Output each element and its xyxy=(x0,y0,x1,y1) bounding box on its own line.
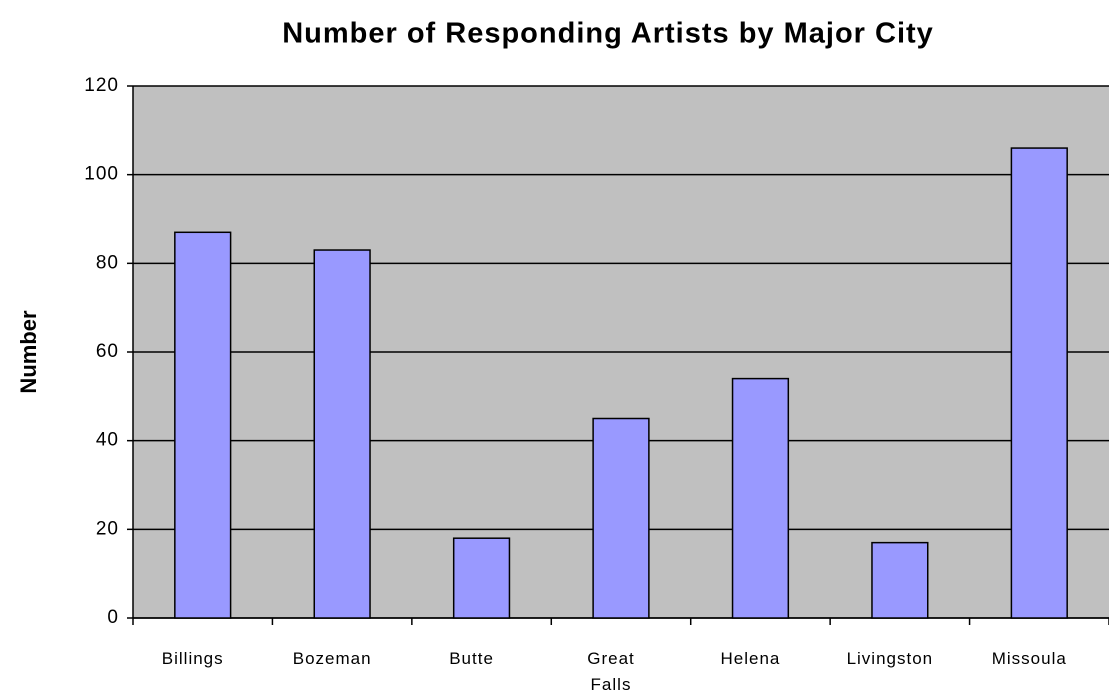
y-tick-label: 0 xyxy=(107,607,119,628)
y-tick-label: 20 xyxy=(96,518,119,539)
y-axis-label: Number xyxy=(16,310,41,394)
bar xyxy=(313,249,371,619)
y-tick-label: 100 xyxy=(84,164,119,185)
x-tick-label: Missoula xyxy=(991,649,1067,668)
x-tick-label: Bozeman xyxy=(292,649,372,668)
x-tick-label: Livingston xyxy=(846,649,934,668)
y-tick-label: 80 xyxy=(96,252,119,273)
y-tick-label: 120 xyxy=(84,75,119,96)
bar xyxy=(452,537,511,619)
x-tick-label: Great Falls xyxy=(587,649,635,694)
bar xyxy=(731,377,790,619)
bar xyxy=(592,417,650,619)
bar xyxy=(871,541,929,619)
bar xyxy=(174,231,232,619)
bar xyxy=(1010,147,1068,619)
x-tick-label: Helena xyxy=(720,649,781,668)
x-tick-label: Butte xyxy=(449,649,494,668)
x-tick-label: Billings xyxy=(161,649,224,668)
chart-title: Number of Responding Artists by Major Ci… xyxy=(282,18,934,50)
y-tick-label: 40 xyxy=(96,430,119,451)
y-tick-label: 60 xyxy=(96,341,119,362)
